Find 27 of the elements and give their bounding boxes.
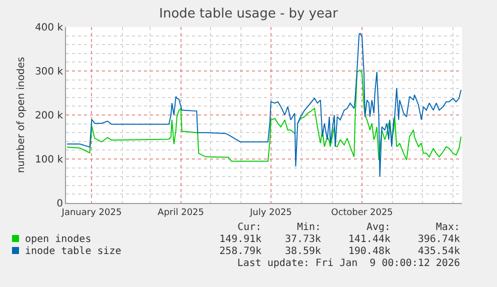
text: Avg:	[365, 222, 391, 234]
x-tick-label: April 2025	[158, 208, 204, 218]
text: 258.79k	[218, 246, 262, 258]
line-series	[66, 32, 462, 178]
text: Last update: Fri Jan 9 00:00:12 2026	[236, 258, 460, 270]
text: 149.91k	[218, 234, 262, 246]
text: 190.48k	[347, 246, 391, 258]
text: Min:	[296, 222, 322, 234]
legend-label: open inodes	[25, 234, 92, 245]
y-tick-label: 200 k	[34, 110, 64, 122]
text: 38.59k	[284, 246, 322, 258]
y-tick-label: 0	[56, 198, 63, 210]
x-tick-label: October 2025	[331, 208, 393, 218]
y-axis-title: number of open inodes	[16, 56, 27, 174]
x-tick-label: July 2025	[248, 208, 292, 218]
text: Cur:	[236, 222, 262, 234]
y-tick-label: 100 k	[34, 154, 64, 166]
chart-title: Inode table usage - by year	[159, 6, 339, 22]
text: 141.44k	[347, 234, 391, 246]
text: 435.54k	[416, 246, 460, 258]
legend-label: inode table size	[25, 246, 122, 257]
text: 37.73k	[284, 234, 322, 246]
text: 396.74k	[416, 234, 460, 246]
y-tick-label: 300 k	[34, 66, 64, 78]
text: Max:	[434, 222, 460, 234]
y-tick-label: 400 k	[34, 22, 64, 34]
x-tick-label: January 2025	[60, 208, 122, 218]
